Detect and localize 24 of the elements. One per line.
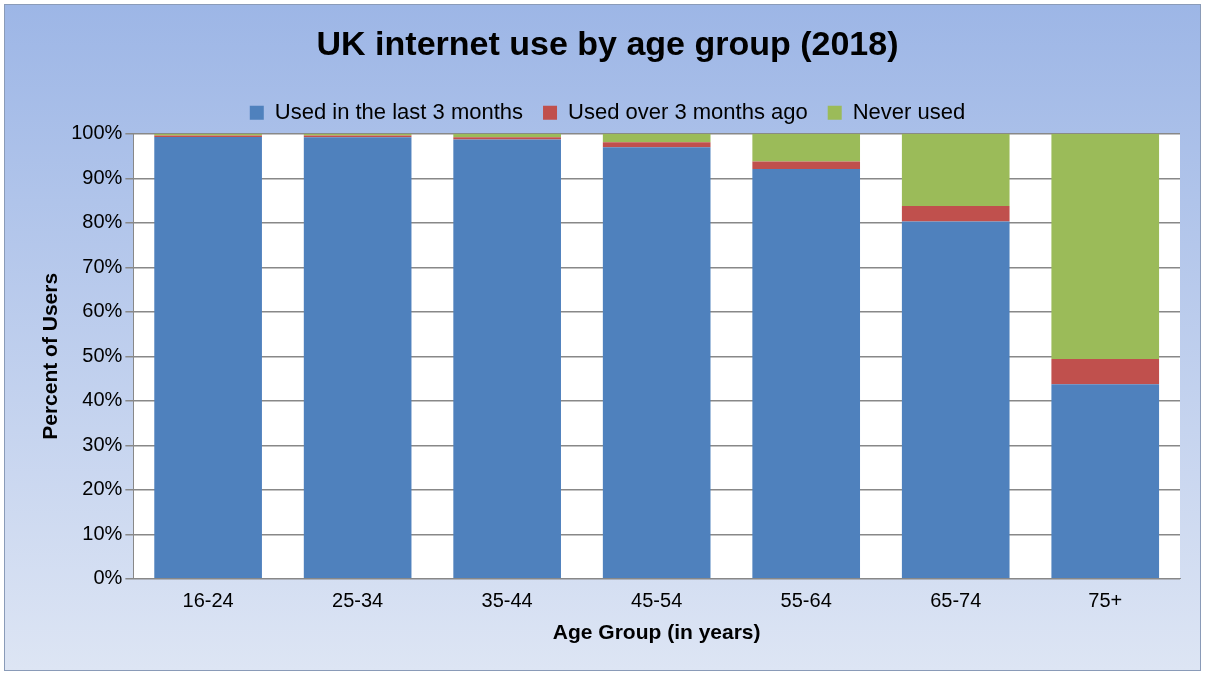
x-axis-title: Age Group (in years) bbox=[552, 620, 761, 644]
x-tick-label: 75+ bbox=[1088, 589, 1123, 612]
y-tick-label: 60% bbox=[82, 299, 123, 322]
y-tick-label: 90% bbox=[82, 165, 123, 188]
y-tick-label: 0% bbox=[93, 566, 123, 589]
y-tick-label: 100% bbox=[71, 121, 123, 144]
y-tick-label: 70% bbox=[82, 254, 123, 277]
x-tick-label: 25-34 bbox=[332, 589, 384, 612]
y-tick-label: 20% bbox=[82, 477, 123, 500]
y-tick-label: 80% bbox=[82, 210, 123, 233]
legend-label: Never used bbox=[852, 98, 966, 124]
y-tick-label: 40% bbox=[82, 388, 123, 411]
x-tick-label: 55-64 bbox=[780, 589, 832, 612]
y-tick-label: 30% bbox=[82, 432, 123, 455]
x-tick-label: 65-74 bbox=[930, 589, 982, 612]
y-axis-title: Percent of Users bbox=[38, 272, 62, 440]
x-tick-label: 16-24 bbox=[182, 589, 234, 612]
x-tick-label: 35-44 bbox=[481, 589, 533, 612]
y-tick-label: 50% bbox=[82, 343, 123, 366]
y-tick-label: 10% bbox=[82, 521, 123, 544]
legend-label: Used in the last 3 months bbox=[274, 98, 524, 124]
legend-label: Used over 3 months ago bbox=[568, 98, 808, 124]
chart-title: UK internet use by age group (2018) bbox=[316, 23, 899, 62]
x-tick-label: 45-54 bbox=[631, 589, 683, 612]
